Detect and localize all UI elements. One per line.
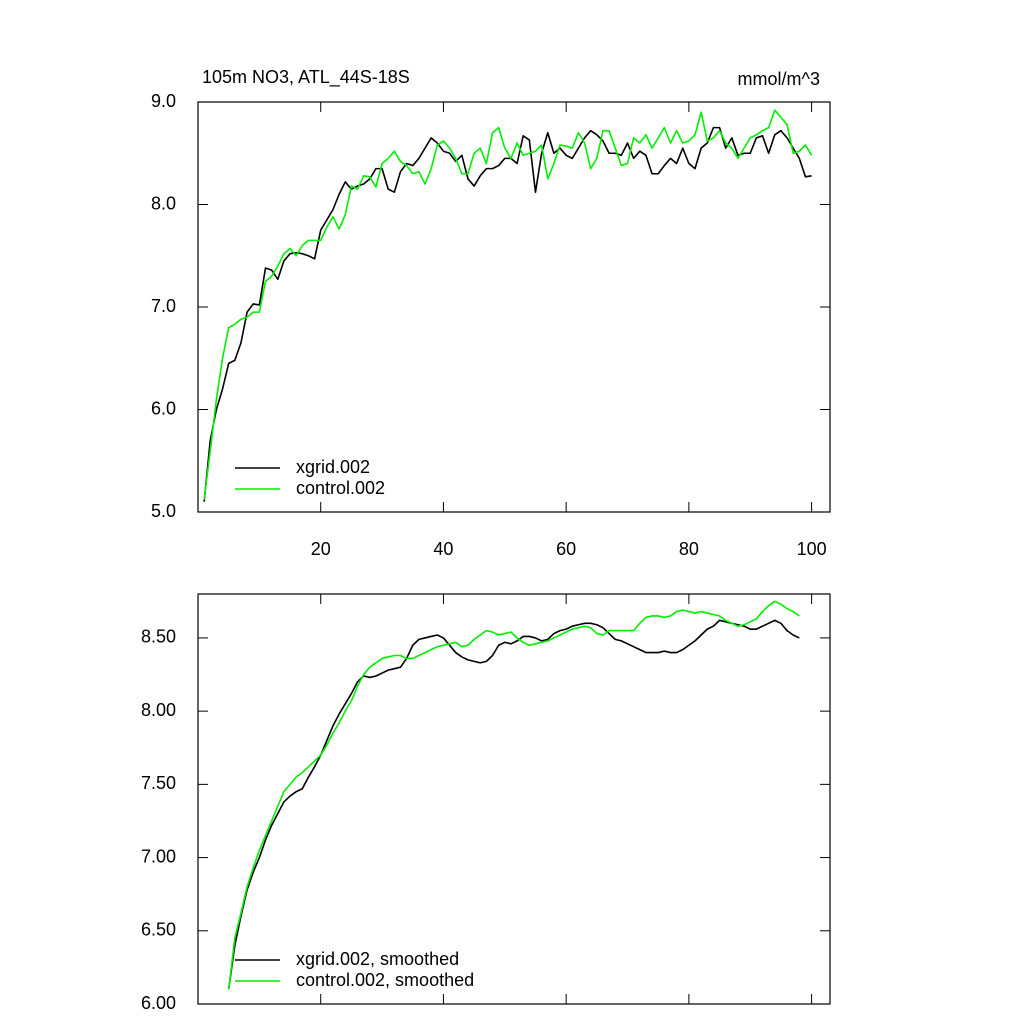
x-tick-label: 40 — [433, 539, 453, 559]
y-tick-label: 6.0 — [151, 398, 176, 418]
y-tick-label: 9.0 — [151, 91, 176, 111]
legend-label: xgrid.002 — [296, 457, 370, 477]
legend-label: control.002, smoothed — [296, 970, 474, 990]
y-tick-label: 6.00 — [141, 993, 176, 1013]
series-line — [203, 126, 812, 502]
legend-label: xgrid.002, smoothed — [296, 949, 459, 969]
y-tick-label: 8.00 — [141, 700, 176, 720]
chart-title: 105m NO3, ATL_44S-18S — [202, 67, 410, 88]
series-line — [227, 600, 800, 990]
y-tick-label: 8.0 — [151, 193, 176, 213]
x-tick-label: 100 — [797, 539, 827, 559]
y-tick-label: 6.50 — [141, 920, 176, 940]
y-tick-label: 7.0 — [151, 296, 176, 316]
legend-label: control.002 — [296, 478, 385, 498]
units-label: mmol/m^3 — [738, 69, 820, 89]
y-tick-label: 7.00 — [141, 846, 176, 866]
x-tick-label: 20 — [311, 539, 331, 559]
plot-frame — [197, 593, 831, 1005]
x-tick-label: 80 — [679, 539, 699, 559]
y-tick-label: 8.50 — [141, 627, 176, 647]
series-line — [227, 619, 800, 990]
x-tick-label: 60 — [556, 539, 576, 559]
y-tick-label: 5.0 — [151, 501, 176, 521]
series-line — [203, 109, 813, 500]
plot-frame — [197, 101, 831, 513]
y-tick-label: 7.50 — [141, 773, 176, 793]
